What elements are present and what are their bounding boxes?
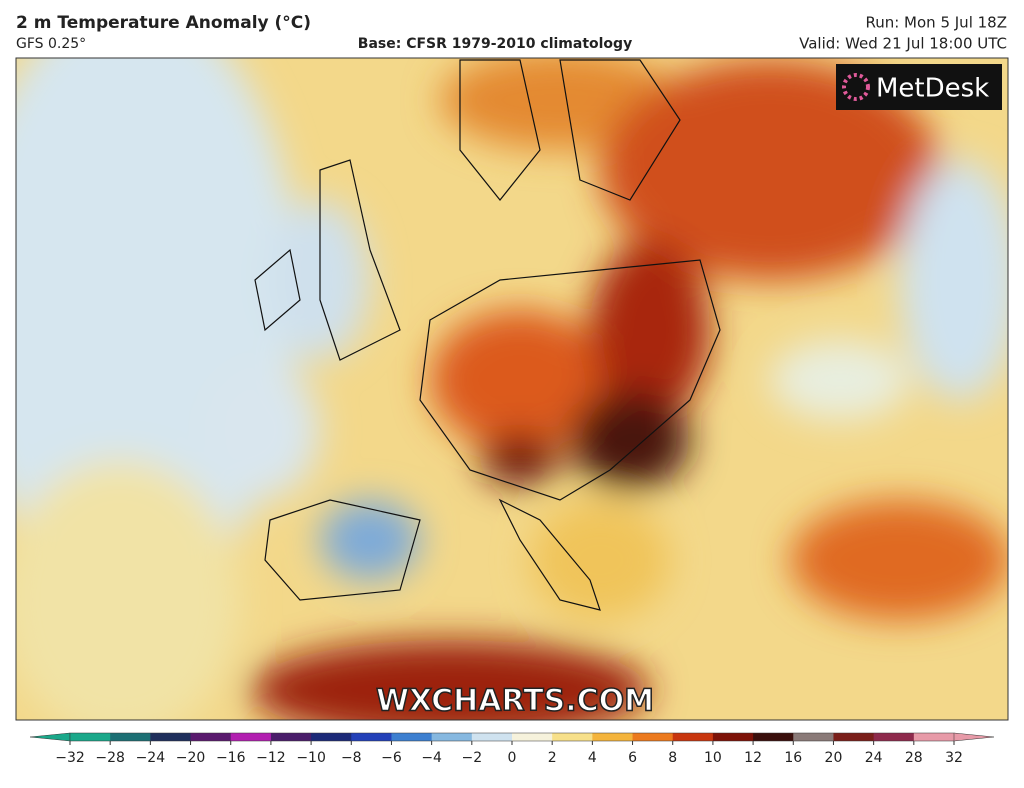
colorbar-segment	[552, 733, 593, 741]
colorbar-tick-label: 2	[548, 750, 557, 766]
map	[16, 58, 1008, 720]
colorbar-tick-label: 8	[668, 750, 677, 766]
colorbar-segment	[311, 733, 352, 741]
colorbar-segment	[873, 733, 915, 741]
colorbar-segment	[431, 733, 473, 741]
colorbar-tick-label: −8	[341, 750, 362, 766]
colorbar-tick-label: 32	[945, 750, 963, 766]
colorbar-segment	[471, 733, 513, 741]
watermark: WXCHARTS.COM	[376, 684, 654, 719]
colorbar-tick-label: 4	[588, 750, 597, 766]
colorbar-segment	[351, 733, 392, 741]
base: Base: CFSR 1979-2010 climatology	[358, 36, 632, 52]
colorbar-tick-label: 28	[905, 750, 923, 766]
model: GFS 0.25°	[16, 36, 86, 52]
colorbar-high-arrow	[953, 732, 995, 742]
colorbar-tick-label: 12	[744, 750, 762, 766]
logo: MetDesk	[876, 74, 989, 104]
colorbar-segment	[110, 733, 151, 741]
colorbar-tick-label: −12	[256, 750, 286, 766]
colorbar-segment	[391, 733, 433, 741]
colorbar-segment	[672, 733, 714, 741]
colorbar-segment	[753, 733, 794, 741]
colorbar-segment	[70, 733, 111, 741]
run: Run: Mon 5 Jul 18Z	[865, 14, 1007, 32]
colorbar-tick-label: −4	[421, 750, 442, 766]
logo-box	[836, 64, 1002, 110]
colorbar-tick-label: −24	[136, 750, 166, 766]
colorbar-segment	[632, 733, 674, 741]
colorbar-tick-label: 6	[628, 750, 637, 766]
colorbar: −32 −28 −24 −20 −16 −12 −10 −8 −6 −4 −2 0 2 4 6 8 10 12 16…	[29, 732, 995, 766]
title: 2 m Temperature Anomaly (°C)	[16, 13, 311, 33]
colorbar-tick-label: 10	[704, 750, 722, 766]
colorbar-segment	[190, 733, 232, 741]
colorbar-segment	[712, 733, 754, 741]
colorbar-segment	[913, 733, 955, 741]
colorbar-tick-label: −16	[216, 750, 246, 766]
colorbar-segment	[150, 733, 192, 741]
colorbar-segment	[592, 733, 634, 741]
colorbar-tick-label: −10	[296, 750, 326, 766]
colorbar-tick-label: −6	[381, 750, 402, 766]
colorbar-tick-label: −20	[176, 750, 206, 766]
map-frame	[15, 57, 1009, 721]
logo-icon	[842, 73, 870, 101]
colorbar-segment	[833, 733, 875, 741]
colorbar-tick-label: 16	[784, 750, 802, 766]
valid: Valid: Wed 21 Jul 18:00 UTC	[799, 35, 1007, 53]
colorbar-segment	[270, 733, 312, 741]
colorbar-low-arrow	[29, 732, 71, 742]
colorbar-segment	[230, 733, 272, 741]
colorbar-tick-label: 24	[865, 750, 883, 766]
colorbar-tick-label: 20	[825, 750, 843, 766]
colorbar-segment	[793, 733, 834, 741]
colorbar-tick-label: −2	[461, 750, 482, 766]
colorbar-tick-label: −28	[95, 750, 125, 766]
colorbar-segment	[512, 733, 553, 741]
colorbar-tick-label: −32	[55, 750, 85, 766]
colorbar-tick-label: 0	[508, 750, 517, 766]
